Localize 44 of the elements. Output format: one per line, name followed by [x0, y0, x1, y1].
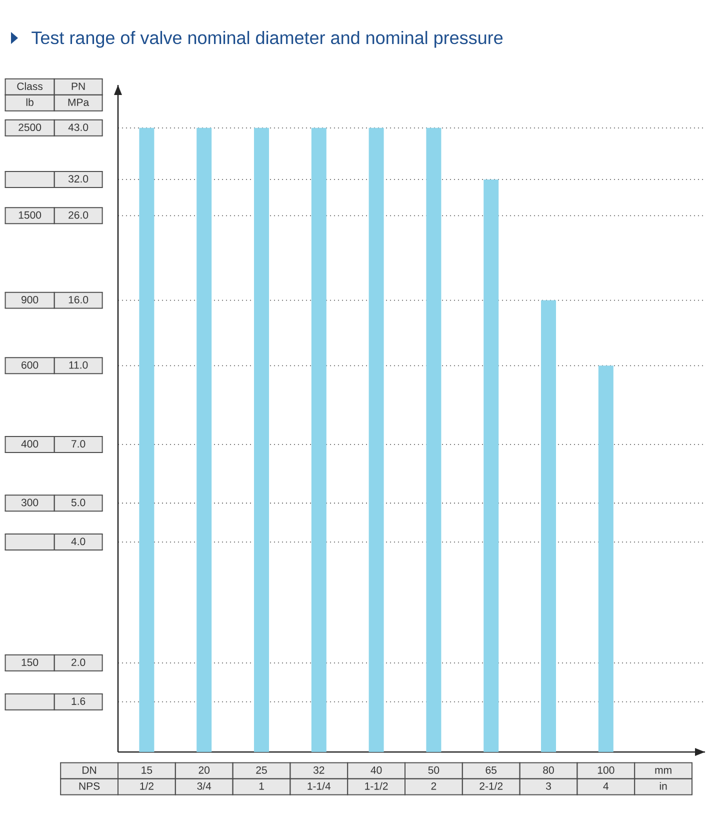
- y-tick-label: 7.0: [72, 440, 86, 448]
- y-tick-label: 1.6: [72, 698, 86, 705]
- text: 1-1/2: [365, 782, 388, 790]
- text: 1500: [18, 211, 42, 219]
- text: 2-1/2: [480, 782, 503, 790]
- y-tick-label: 26.0: [68, 211, 88, 219]
- text: in: [660, 782, 667, 790]
- y-axis-title: PN: [72, 82, 85, 90]
- text: 600: [22, 361, 38, 369]
- text: 2500: [18, 124, 42, 132]
- y-tick-label: 5.0: [71, 498, 86, 506]
- text: 1/2: [140, 782, 154, 790]
- y-tick-label: 11.0: [69, 361, 88, 369]
- x-tick-label: 40: [370, 766, 382, 774]
- text: 3: [546, 782, 551, 790]
- y-tick-label: 4.0: [71, 538, 86, 546]
- x-tick-label: 25: [256, 766, 267, 774]
- text: MPa: [68, 98, 90, 106]
- text: Class: [17, 82, 43, 90]
- text: 300: [21, 498, 38, 506]
- x-axis-title: DN: [82, 766, 96, 774]
- x-tick-label: 32: [313, 766, 324, 774]
- text: 4: [603, 782, 609, 790]
- text: 3/4: [197, 782, 212, 790]
- y-tick-label: 43.0: [68, 124, 88, 132]
- text: 900: [22, 296, 38, 304]
- text: lb: [26, 98, 34, 106]
- x-tick-label: 15: [142, 766, 152, 774]
- text: 1-1/4: [308, 782, 331, 790]
- x-tick-label: 50: [428, 766, 440, 774]
- text: 2: [431, 782, 436, 790]
- x-tick-label: 80: [543, 766, 554, 774]
- y-tick-label: 2.0: [72, 658, 86, 666]
- y-tick-label: 16.0: [68, 296, 88, 304]
- text: mm: [655, 768, 672, 774]
- text: 400: [21, 440, 38, 448]
- x-tick-label: 65: [486, 766, 496, 774]
- x-tick-label: 100: [598, 766, 614, 774]
- text: 1: [259, 782, 264, 790]
- chart-title: Test range of valve nominal diameter and nominal pressure: [32, 30, 503, 48]
- text: NPS: [79, 782, 100, 790]
- text: 150: [22, 658, 38, 666]
- y-tick-label: 32.0: [68, 175, 88, 183]
- x-tick-label: 20: [198, 766, 210, 774]
